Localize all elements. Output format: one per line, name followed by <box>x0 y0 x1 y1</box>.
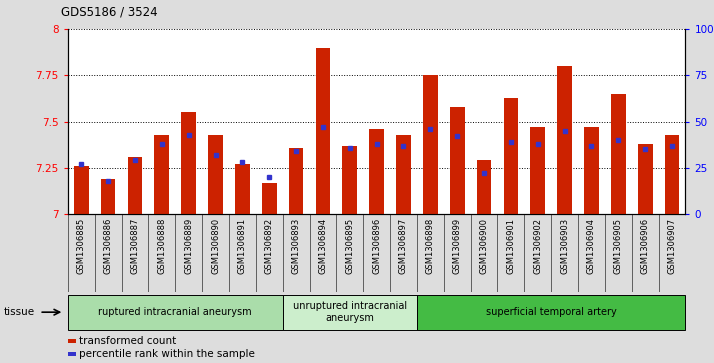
Text: tissue: tissue <box>4 307 35 317</box>
Bar <box>235 164 250 214</box>
FancyBboxPatch shape <box>283 295 417 330</box>
Text: unruptured intracranial
aneurysm: unruptured intracranial aneurysm <box>293 301 407 323</box>
Bar <box>101 179 116 214</box>
Bar <box>557 66 572 214</box>
Text: GSM1306905: GSM1306905 <box>614 218 623 274</box>
Text: GSM1306890: GSM1306890 <box>211 218 220 274</box>
Text: GSM1306902: GSM1306902 <box>533 218 542 274</box>
Text: GSM1306892: GSM1306892 <box>265 218 273 274</box>
Bar <box>74 166 89 214</box>
Text: GSM1306887: GSM1306887 <box>131 218 139 274</box>
Bar <box>665 135 680 214</box>
Text: GSM1306898: GSM1306898 <box>426 218 435 274</box>
Text: GSM1306888: GSM1306888 <box>157 218 166 274</box>
Text: GSM1306901: GSM1306901 <box>506 218 516 274</box>
Bar <box>396 135 411 214</box>
Bar <box>638 144 653 214</box>
Bar <box>369 129 384 214</box>
Text: ruptured intracranial aneurysm: ruptured intracranial aneurysm <box>99 307 252 317</box>
Text: GSM1306900: GSM1306900 <box>480 218 488 274</box>
Bar <box>584 127 599 214</box>
Bar <box>154 135 169 214</box>
FancyBboxPatch shape <box>68 295 283 330</box>
Bar <box>423 76 438 214</box>
Text: percentile rank within the sample: percentile rank within the sample <box>79 349 255 359</box>
Bar <box>208 135 223 214</box>
Text: GSM1306893: GSM1306893 <box>291 218 301 274</box>
Text: GSM1306906: GSM1306906 <box>640 218 650 274</box>
Bar <box>531 127 545 214</box>
Text: GSM1306903: GSM1306903 <box>560 218 569 274</box>
Bar <box>128 157 142 214</box>
Text: GSM1306895: GSM1306895 <box>346 218 354 274</box>
Bar <box>477 160 491 214</box>
Bar <box>262 183 276 214</box>
Bar <box>611 94 625 214</box>
Text: GSM1306891: GSM1306891 <box>238 218 247 274</box>
Bar <box>450 107 465 214</box>
Text: GSM1306896: GSM1306896 <box>372 218 381 274</box>
Text: GSM1306904: GSM1306904 <box>587 218 596 274</box>
Text: GSM1306889: GSM1306889 <box>184 218 193 274</box>
Text: superficial temporal artery: superficial temporal artery <box>486 307 617 317</box>
Text: GSM1306885: GSM1306885 <box>77 218 86 274</box>
Text: GSM1306897: GSM1306897 <box>399 218 408 274</box>
Bar <box>316 48 331 214</box>
Text: GSM1306894: GSM1306894 <box>318 218 328 274</box>
Text: transformed count: transformed count <box>79 336 176 346</box>
Bar <box>343 146 357 214</box>
FancyBboxPatch shape <box>417 295 685 330</box>
Text: GDS5186 / 3524: GDS5186 / 3524 <box>61 5 157 18</box>
Bar <box>288 147 303 214</box>
Text: GSM1306886: GSM1306886 <box>104 218 113 274</box>
Bar <box>181 113 196 214</box>
Bar <box>503 98 518 214</box>
Text: GSM1306899: GSM1306899 <box>453 218 462 274</box>
Text: GSM1306907: GSM1306907 <box>668 218 676 274</box>
